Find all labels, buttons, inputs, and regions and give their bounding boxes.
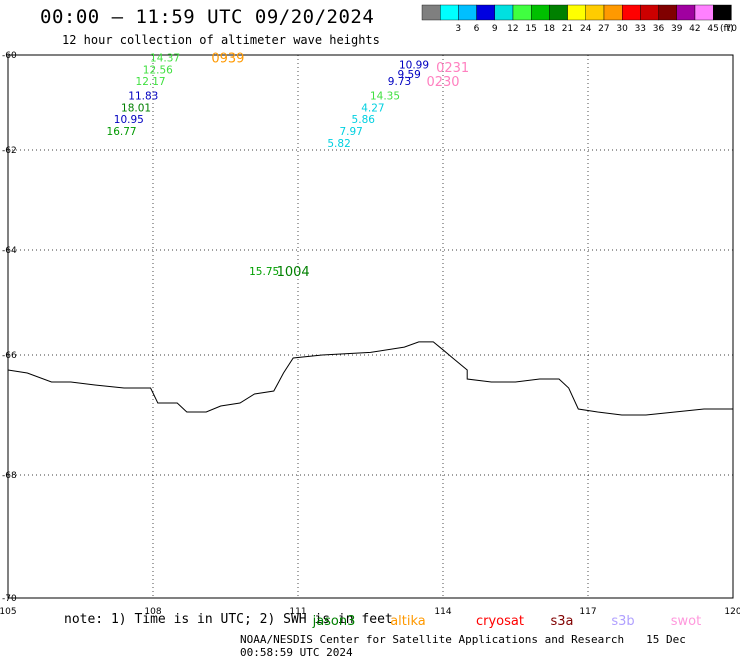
coastline bbox=[7, 341, 733, 416]
color-bin-label-16: 70 bbox=[726, 24, 738, 34]
x-tick-label: 114 bbox=[434, 607, 451, 617]
color-bin-label-15: 45 bbox=[707, 24, 718, 34]
color-bin-label-4: 12 bbox=[507, 24, 518, 34]
color-bin-label-8: 24 bbox=[580, 24, 592, 34]
color-bin-label-7: 21 bbox=[562, 24, 573, 34]
swh-label: 12.17 bbox=[136, 76, 166, 88]
color-bin-label-12: 36 bbox=[653, 24, 665, 34]
note-text: note: 1) Time is in UTC; 2) SWH is in fe… bbox=[64, 612, 393, 627]
swh-label: 15.75 bbox=[249, 266, 279, 278]
y-tick-label: -66 bbox=[2, 351, 17, 361]
swh-label: 12.56 bbox=[143, 64, 173, 76]
pass-time-label: 1004 bbox=[277, 265, 310, 280]
satellite-note: note: 1) Time is in UTC; 2) SWH is in fe… bbox=[64, 612, 393, 627]
color-bin-label-10: 30 bbox=[616, 24, 628, 34]
swh-label: 5.82 bbox=[327, 138, 350, 150]
color-bin-label-3: 9 bbox=[492, 24, 498, 34]
swh-label: 9.59 bbox=[397, 69, 420, 81]
color-bin-label-14: 42 bbox=[689, 24, 700, 34]
y-tick-label: -70 bbox=[2, 594, 17, 604]
x-tick-label: 105 bbox=[0, 607, 17, 617]
x-tick-label: 111 bbox=[289, 607, 306, 617]
swh-label: 5.86 bbox=[352, 114, 376, 126]
swh-label: 14.37 bbox=[150, 52, 180, 64]
color-bin-label-1: 3 bbox=[455, 24, 461, 34]
swh-label: 14.35 bbox=[370, 90, 400, 102]
plot-frame bbox=[7, 54, 734, 599]
y-tick-label: -64 bbox=[2, 246, 17, 256]
pass-time-label: 0231 bbox=[436, 61, 469, 76]
swh-label: 4.27 bbox=[361, 102, 384, 114]
y-tick-label: -68 bbox=[2, 471, 17, 481]
color-bin-label-6: 18 bbox=[544, 24, 556, 34]
swh-label: 9.73 bbox=[388, 76, 411, 88]
color-bin-label-13: 39 bbox=[671, 24, 683, 34]
color-scale-unit: (ft) bbox=[720, 24, 734, 34]
x-tick-label: 120 bbox=[724, 607, 740, 617]
footer-credit: NOAA/NESDIS Center for Satellite Applica… bbox=[240, 633, 625, 646]
swh-label: 10.99 bbox=[399, 60, 429, 72]
color-bin-label-2: 6 bbox=[474, 24, 480, 34]
color-bin-label-9: 27 bbox=[598, 24, 609, 34]
pass-time-label: 0230 bbox=[426, 75, 459, 90]
color-scale-legend: 3 6 9 12 15 18 21 24 27 30 33 36 39 42 45 70(ft) bbox=[421, 4, 738, 34]
footer: NOAA/NESDIS Center for Satellite Applica… bbox=[240, 633, 740, 659]
y-tick-label: -62 bbox=[2, 146, 17, 156]
swh-label: 7.97 bbox=[339, 126, 362, 138]
x-tick-label: 117 bbox=[579, 607, 596, 617]
swh-label: 16.77 bbox=[107, 126, 137, 138]
color-bin-label-5: 15 bbox=[525, 24, 536, 34]
color-bin-label-11: 33 bbox=[635, 24, 646, 34]
chart-title: 00:00 – 11:59 UTC 09/20/2024 bbox=[40, 6, 375, 28]
pass-time-label: 0939 bbox=[211, 51, 244, 66]
swh-label: 18.01 bbox=[121, 102, 151, 114]
y-tick-label: -60 bbox=[2, 51, 17, 61]
chart-subtitle: 12 hour collection of altimeter wave hei… bbox=[62, 33, 380, 47]
swh-label: 11.83 bbox=[128, 90, 158, 102]
swh-label: 10.95 bbox=[114, 114, 144, 126]
color-bin-16 bbox=[713, 4, 732, 21]
x-tick-label: 108 bbox=[144, 607, 161, 617]
